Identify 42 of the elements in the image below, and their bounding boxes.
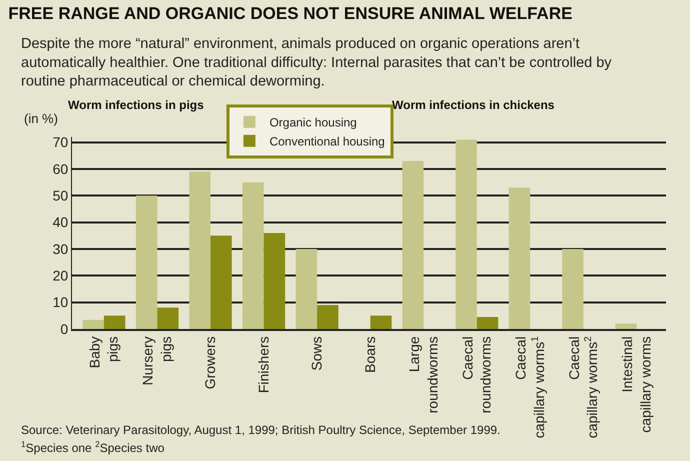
y-tick-label: 0 [60,320,68,337]
y-axis-title: (in %) [24,111,58,126]
legend-label: Organic housing [269,116,357,130]
x-tick-label: Large roundworms [406,336,440,414]
bar [104,316,126,329]
x-tick-label: Nursery pigs [140,336,174,386]
bar [508,188,530,329]
bar [562,249,584,329]
x-tick-label: Finishers [255,336,272,394]
bar [615,324,637,329]
y-tick-label: 10 [52,294,68,310]
text: Worm infections in pigs [68,98,204,112]
x-tick-label: Baby pigs [86,336,121,368]
y-tick-label: 20 [52,268,68,284]
legend-label: Conventional housing [269,134,385,149]
y-tick-label: 30 [52,240,68,257]
source-note: Source: Veterinary Parasitology, August 1, 1999; British Poultry Science, September 1999. [21,423,500,437]
text: Worm infections in chickens [392,98,555,112]
bar [136,196,158,329]
y-tick-label: 60 [52,160,68,177]
x-tick-label: Sows [308,336,325,371]
bar [82,320,104,329]
bar [476,317,498,329]
bar [317,305,338,329]
bar [242,182,264,329]
bar [264,233,286,329]
text: $^{1}$Species one $^{2}$Species two [21,439,165,456]
bar [456,140,477,329]
bar [210,236,232,329]
chart-subtitle: Despite the more “natural” environment, animals produced on organic operations aren’t automatically healthier. One traditional difficulty: Internal parasites that can’t be controlled by routine pharmaceutical or chemical deworming. [21,36,612,90]
y-tick-label: 40 [52,214,68,230]
x-tick-label: Boars [362,336,378,373]
y-tick-label: 50 [52,188,68,204]
bar [370,316,392,329]
bar [157,308,179,329]
bar [402,161,424,329]
x-tick-label: Intestinal capillary worms [619,336,654,433]
bar [296,249,318,329]
bar [189,172,211,329]
y-tick-label: 70 [52,134,68,150]
chart-title: FREE RANGE AND ORGANIC DOES NOT ENSURE ANIMAL WELFARE [8,4,572,23]
x-tick-label: Growers [202,336,218,390]
